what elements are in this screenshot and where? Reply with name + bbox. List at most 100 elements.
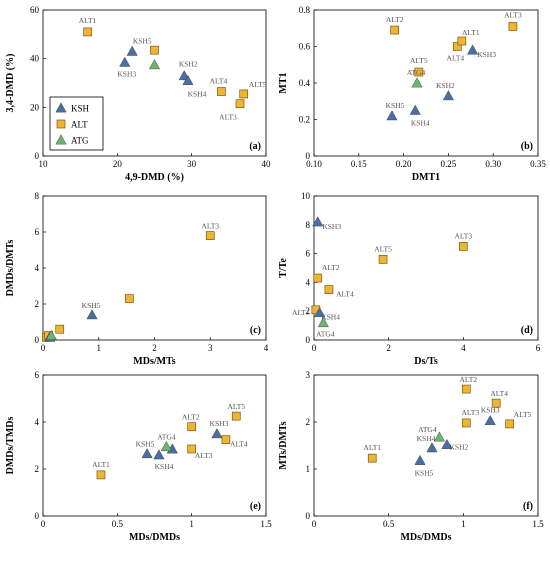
x-tick-label: 1.5 — [260, 519, 272, 529]
x-axis-label: MDs/DMDs — [400, 532, 451, 543]
ksh-point — [484, 414, 496, 425]
x-tick-label: 4 — [461, 343, 466, 353]
y-tick-label: 0 — [306, 335, 311, 345]
atg-point — [45, 329, 57, 340]
y-tick-label: 0 — [306, 151, 311, 161]
data-label: KSH5 — [415, 469, 434, 478]
data-label: KSH2 — [179, 60, 198, 69]
ksh-point — [312, 216, 324, 227]
alt-point — [367, 453, 377, 463]
x-tick-label: 3 — [208, 343, 213, 353]
alt-point — [390, 25, 399, 35]
data-label: ALT3 — [201, 222, 219, 231]
ksh-point — [314, 307, 326, 317]
y-tick-label: 0.6 — [299, 42, 311, 52]
plot-frame — [42, 195, 267, 341]
x-tick-label: 1 — [461, 519, 466, 529]
atg-point — [317, 317, 329, 328]
y-tick-label: 6 — [35, 370, 40, 380]
x-tick-label: 0.25 — [441, 159, 457, 169]
y-tick-label: 1 — [306, 464, 311, 474]
x-tick-label: 0.5 — [383, 519, 395, 529]
data-label: ALT3 — [504, 10, 522, 19]
data-label: ATG4 — [316, 330, 335, 339]
y-tick-label: 0 — [35, 151, 40, 161]
data-label: KSH4 — [155, 462, 174, 471]
alt-point — [125, 294, 134, 303]
chart-panel-f: 0 0.5 1 1.5 0 1 2 3 MDs/DMDs MTs/DMTs (f) ALT1 ALT2 A… — [278, 370, 544, 543]
x-tick-label: 6 — [536, 343, 541, 353]
data-label: ALT4 — [336, 290, 354, 299]
ksh-point — [141, 448, 153, 459]
y-axis-label: MT1 — [278, 72, 289, 93]
x-axis-label: DMT1 — [412, 172, 440, 183]
atg-legend-marker — [55, 134, 67, 145]
y-tick-label: 3 — [306, 370, 311, 380]
alt-point — [231, 411, 241, 421]
panel-label: (f) — [523, 501, 533, 512]
panel-label: (d) — [521, 325, 533, 336]
alt-point — [378, 255, 388, 264]
data-label: ALT5 — [227, 402, 245, 411]
y-tick-label: 2 — [306, 306, 311, 316]
legend: KSH ALT ATG — [49, 96, 104, 151]
y-tick-label: 4 — [35, 417, 40, 427]
data-label: ALT1 — [363, 443, 381, 452]
data-label: ALT1 — [462, 28, 480, 37]
y-tick-label: 0 — [306, 511, 311, 521]
data-label: ALT1 — [92, 460, 110, 469]
data-label: KSH5 — [133, 36, 152, 45]
data-label: KSH4 — [188, 90, 207, 99]
alt-point — [505, 419, 514, 429]
ksh-point — [86, 309, 98, 320]
data-label: ALT4 — [230, 440, 248, 449]
x-axis-label: MDs/MTs — [133, 356, 176, 367]
data-label: ALT3 — [219, 113, 237, 122]
alt-point — [221, 435, 231, 444]
x-axis-label: MDs/DMDs — [129, 532, 180, 543]
alt-point — [96, 470, 106, 480]
data-label: ALT5 — [410, 56, 428, 65]
data-label: KSH4 — [417, 434, 436, 443]
data-label: ALT3 — [195, 451, 213, 460]
data-label: ALT2 — [386, 15, 404, 24]
data-label: ALT4 — [210, 77, 228, 86]
y-tick-label: 20 — [30, 102, 40, 112]
chart-panel-a: 10 20 30 40 0 20 40 60 4,9-DMD (%) 3,4-DMD (%) (a)… — [5, 5, 271, 183]
alt-point — [83, 27, 92, 37]
chart-panel-b: 0.10 0.15 0.20 0.25 0.30 0.35 0 0.2 0.4 0.6 0.8 DMT… — [278, 5, 546, 183]
y-tick-label: 2 — [35, 464, 40, 474]
x-tick-label: 2 — [386, 343, 391, 353]
data-label: KSH5 — [136, 440, 155, 449]
data-label: KSH3 — [322, 222, 341, 231]
alt-legend-marker — [56, 119, 66, 129]
x-tick-label: 1.5 — [532, 519, 544, 529]
alt-point — [313, 273, 323, 283]
plot-frame — [42, 9, 267, 157]
data-label: ALT5 — [249, 80, 267, 89]
y-axis-label: DMDs/TMDs — [5, 417, 16, 475]
data-label: ATG4 — [157, 433, 176, 442]
y-tick-label: 8 — [306, 220, 311, 230]
plot-frame — [313, 374, 539, 517]
alt-point — [324, 285, 334, 294]
ksh-point — [414, 454, 426, 465]
plot-frame — [313, 195, 539, 341]
y-tick-label: 0.4 — [299, 78, 311, 88]
alt-point — [491, 398, 501, 408]
alt-point — [205, 231, 215, 240]
alt-point — [508, 22, 518, 31]
x-axis-label: Ds/Ts — [414, 356, 438, 367]
alt-point — [217, 87, 226, 96]
ksh-point — [426, 442, 438, 453]
x-tick-label: 0.35 — [530, 159, 546, 169]
data-label: ALT2 — [459, 375, 477, 384]
data-label: ALT5 — [514, 410, 532, 419]
atg-point — [411, 77, 423, 88]
ksh-legend-marker — [55, 102, 67, 113]
atg-point — [160, 441, 172, 452]
atg-point — [433, 431, 445, 442]
alt-point — [187, 422, 197, 432]
alt-point — [461, 384, 471, 394]
alt-point — [239, 89, 249, 99]
